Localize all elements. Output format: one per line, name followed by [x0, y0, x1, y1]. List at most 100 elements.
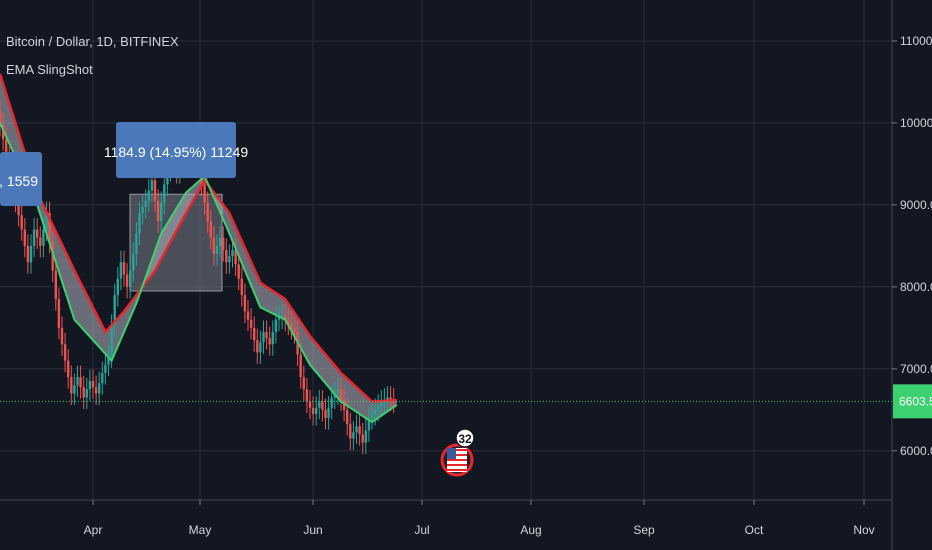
flag-icon-stripe — [447, 464, 467, 466]
candle-body — [336, 389, 340, 394]
candle-body — [88, 381, 92, 390]
candle-body — [70, 377, 73, 394]
candle-body — [311, 407, 315, 414]
price-tick-label: 6000.0 — [900, 444, 932, 458]
candle-body — [237, 264, 240, 279]
time-tick-label: Jul — [414, 523, 429, 537]
candle-body — [225, 250, 228, 263]
candle-body — [135, 233, 138, 255]
candle-body — [138, 213, 141, 234]
candle-body — [147, 190, 150, 201]
candle-body — [116, 278, 119, 296]
time-tick-label: Jun — [303, 523, 322, 537]
candle-body — [203, 184, 206, 203]
candle-body — [150, 180, 154, 191]
candle-body — [243, 295, 247, 312]
candle-body — [82, 387, 85, 398]
candle-body — [215, 245, 219, 255]
candle-body — [119, 262, 123, 279]
left-label-bg — [0, 152, 42, 206]
candle-body — [91, 381, 95, 388]
candle-body — [246, 311, 250, 320]
candle-body — [107, 356, 110, 365]
candle-body — [259, 342, 262, 353]
time-tick-label: Nov — [853, 523, 874, 537]
last-price-label: 6603.5 — [899, 394, 932, 408]
event-marker[interactable]: 32 — [440, 428, 475, 477]
candle-body — [377, 405, 380, 410]
flag-icon-canton — [447, 448, 456, 459]
candle-body — [355, 426, 358, 433]
candle-body — [321, 401, 324, 410]
flag-icon-stripe — [447, 459, 467, 461]
candle-body — [0, 110, 2, 125]
candle-body — [98, 383, 101, 394]
candle-body — [141, 206, 144, 214]
candle-body — [26, 245, 30, 263]
candle-body — [23, 229, 26, 246]
candle-body — [274, 319, 278, 332]
flag-icon-stripe — [447, 449, 467, 451]
candle-body — [101, 372, 104, 384]
candle-body — [20, 215, 23, 230]
candle-body — [125, 274, 129, 287]
candle-body — [67, 360, 70, 378]
candle-body — [60, 327, 64, 345]
ema-fast-line — [0, 122, 398, 424]
candle-body — [370, 413, 374, 419]
candle-body — [249, 319, 253, 328]
candle-body — [144, 200, 147, 207]
candle-body — [367, 418, 371, 431]
candle-body — [212, 237, 216, 255]
grid — [0, 0, 892, 500]
price-tick-label: 9000.0 — [900, 198, 932, 212]
symbol-title[interactable]: Bitcoin / Dollar, 1D, BITFINEX — [6, 34, 179, 49]
candle-body — [36, 229, 39, 238]
flag-icon-stripe — [447, 469, 467, 471]
price-axis-bg — [892, 0, 932, 550]
left-label: 3, 1559 — [0, 173, 38, 189]
candle-body — [253, 327, 256, 341]
candle-body — [308, 401, 312, 408]
event-badge-count: 32 — [458, 432, 472, 446]
candle-body — [94, 387, 98, 394]
ema-lines — [0, 73, 398, 424]
candle-body — [352, 432, 355, 439]
candle-body — [222, 237, 225, 250]
measure-label: 1184.9 (14.95%) 11249 — [104, 144, 248, 160]
candle-body — [5, 139, 8, 158]
candle-body — [287, 319, 290, 324]
candle-body — [110, 325, 113, 357]
price-axis[interactable]: 6000.0 7000.0 8000.0 9000.0 10000.0 11000.0 66… — [891, 0, 932, 550]
price-tick-label: 7000.0 — [900, 362, 932, 376]
indicator-title[interactable]: EMA SlingShot — [6, 62, 93, 77]
flag-icon-stripe — [447, 454, 467, 456]
candle-body — [29, 245, 33, 263]
candle-body — [153, 180, 157, 201]
candle-body — [209, 221, 212, 238]
candle-body — [271, 331, 274, 345]
candle-body — [76, 377, 79, 386]
candle-body — [54, 270, 57, 300]
candle-body — [318, 401, 321, 408]
candle-body — [268, 338, 271, 345]
time-tick-label: Apr — [84, 523, 103, 537]
candle-body — [231, 250, 234, 257]
time-tick-label: May — [189, 523, 212, 537]
candle-body — [113, 295, 116, 326]
event-badge — [455, 428, 475, 448]
candle-body — [51, 241, 54, 271]
candle-body — [256, 340, 259, 353]
candle-body — [234, 250, 237, 265]
candle-body — [85, 389, 88, 398]
candle-body — [346, 409, 349, 425]
candle-body — [380, 401, 383, 406]
candle-body — [122, 262, 126, 275]
candle-body — [129, 270, 132, 287]
candle-body — [206, 202, 209, 222]
candle-body — [302, 377, 305, 390]
time-axis[interactable]: Apr May Jun Jul Aug Sep Oct Nov — [0, 499, 892, 537]
candle-body — [389, 397, 392, 400]
candle-body — [364, 430, 367, 443]
